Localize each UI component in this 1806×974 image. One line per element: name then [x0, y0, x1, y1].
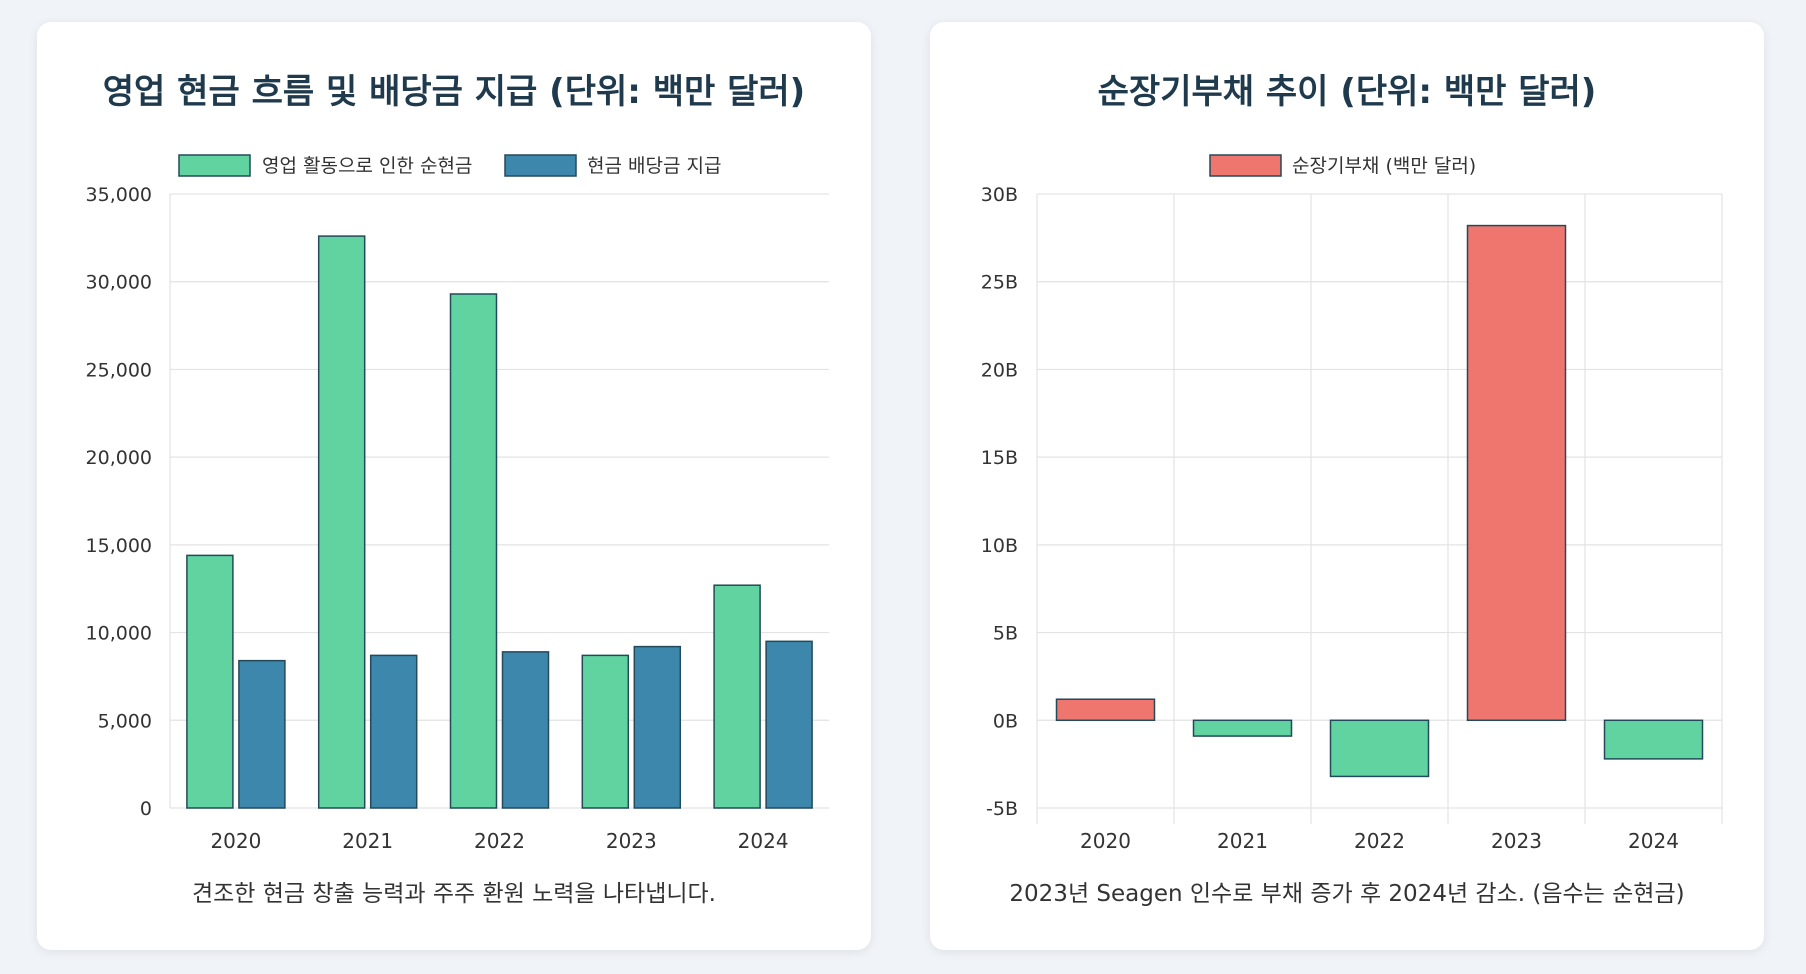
y-tick-label: 20,000 [86, 447, 152, 469]
y-tick-label: 20B [981, 359, 1018, 381]
x-tick-label: 2020 [1080, 829, 1131, 853]
bar [713, 584, 761, 809]
y-tick-label: 15B [981, 447, 1018, 469]
legend-label: 순장기부채 (백만 달러) [1292, 155, 1476, 177]
bar [1192, 719, 1293, 737]
x-tick-label: 2024 [1628, 829, 1679, 853]
y-tick-label: 0B [993, 710, 1018, 732]
legend-swatch [504, 154, 577, 177]
x-tick-label: 2024 [738, 829, 789, 853]
x-tick-label: 2021 [1217, 829, 1268, 853]
chart-caption: 2023년 Seagen 인수로 부채 증가 후 2024년 감소. (음수는 … [1009, 881, 1685, 907]
y-tick-label: -5B [986, 798, 1018, 820]
y-tick-label: 25,000 [86, 359, 152, 381]
cashflow-dividend-chart: 영업 활동으로 인한 순현금 현금 배당금 지급 0 5,000 10,000 15,00… [86, 154, 829, 853]
chart-caption: 견조한 현금 창출 능력과 주주 환원 노력을 나타냅니다. [191, 881, 716, 907]
bar [369, 654, 418, 809]
bar [1329, 719, 1430, 778]
y-tick-label: 0 [140, 798, 152, 820]
bar [449, 293, 498, 809]
bar [765, 640, 813, 809]
y-tick-label: 30B [981, 184, 1018, 206]
legend-label: 현금 배당금 지급 [587, 155, 721, 177]
bar [1055, 698, 1156, 722]
y-tick-label: 10B [981, 535, 1018, 557]
legend-swatch [1209, 154, 1282, 177]
x-tick-label: 2020 [210, 829, 261, 853]
bar [317, 235, 366, 809]
x-tick-label: 2023 [606, 829, 657, 853]
bar [633, 645, 682, 809]
bar [1466, 224, 1567, 722]
net-debt-chart: 순장기부채 (백만 달러) -5B 0B 5B 10B 15B 20B 25B 30B 2020 2… [981, 154, 1723, 853]
chart-title: 순장기부채 추이 (단위: 백만 달러) [1097, 72, 1597, 112]
bar [186, 554, 234, 809]
y-tick-label: 5B [993, 623, 1018, 645]
x-tick-label: 2021 [342, 829, 393, 853]
bar [238, 659, 286, 809]
bar [1603, 719, 1704, 760]
y-tick-label: 5,000 [98, 710, 152, 732]
bar [501, 651, 550, 809]
net-debt-card: 순장기부채 추이 (단위: 백만 달러) 순장기부채 (백만 달러) -5B 0B 5… [930, 22, 1764, 950]
x-tick-label: 2023 [1491, 829, 1542, 853]
operating-cashflow-card: 영업 현금 흐름 및 배당금 지급 (단위: 백만 달러) 영업 활동으로 인한… [37, 22, 871, 950]
x-tick-label: 2022 [1354, 829, 1405, 853]
x-tick-label: 2022 [474, 829, 525, 853]
chart-title: 영업 현금 흐름 및 배당금 지급 (단위: 백만 달러) [102, 72, 806, 112]
bar [581, 654, 630, 809]
y-tick-label: 30,000 [86, 272, 152, 294]
legend-swatch [178, 154, 251, 177]
y-tick-label: 10,000 [86, 623, 152, 645]
y-tick-label: 35,000 [86, 184, 152, 206]
legend-label: 영업 활동으로 인한 순현금 [262, 155, 472, 177]
y-tick-label: 15,000 [86, 535, 152, 557]
y-tick-label: 25B [981, 272, 1018, 294]
